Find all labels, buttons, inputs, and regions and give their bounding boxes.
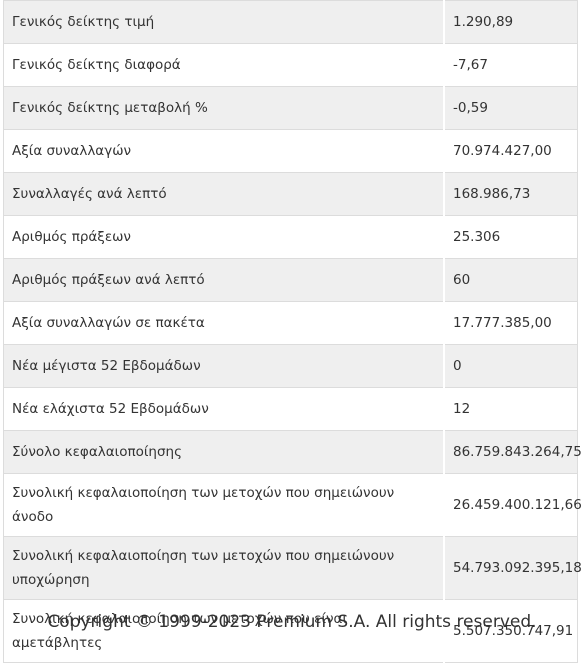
row-value: 17.777.385,00 bbox=[443, 301, 578, 345]
row-label: Νέα ελάχιστα 52 Εβδομάδων bbox=[3, 387, 444, 431]
table-row: Σύνολο κεφαλαιοποίησης 86.759.843.264,75 bbox=[3, 430, 582, 474]
row-label: Συνολική κεφαλαιοποίηση των μετοχών που … bbox=[3, 536, 444, 600]
row-label: Συναλλαγές ανά λεπτό bbox=[3, 172, 444, 216]
row-label: Αριθμός πράξεων bbox=[3, 215, 444, 259]
row-value: 26.459.400.121,66 bbox=[443, 473, 582, 537]
table-row: Αξία συναλλαγών 70.974.427,00 bbox=[3, 129, 578, 173]
table-row: Αξία συναλλαγών σε πακέτα 17.777.385,00 bbox=[3, 301, 578, 345]
row-value: 86.759.843.264,75 bbox=[443, 430, 582, 474]
stats-table: Γενικός δείκτης τιμή 1.290,89 Γενικός δείκ… bbox=[3, 0, 582, 663]
row-value: -0,59 bbox=[443, 86, 578, 130]
row-label: Αριθμός πράξεων ανά λεπτό bbox=[3, 258, 444, 302]
table-row: Γενικός δείκτης μεταβολή % -0,59 bbox=[3, 86, 578, 130]
table-row: Αριθμός πράξεων ανά λεπτό 60 bbox=[3, 258, 578, 302]
row-value: 0 bbox=[443, 344, 578, 388]
table-row: Συναλλαγές ανά λεπτό 168.986,73 bbox=[3, 172, 578, 216]
row-label: Γενικός δείκτης τιμή bbox=[3, 0, 444, 44]
page: Γενικός δείκτης τιμή 1.290,89 Γενικός δείκ… bbox=[3, 0, 582, 663]
row-value: 54.793.092.395,18 bbox=[443, 536, 582, 600]
table-row: Γενικός δείκτης τιμή 1.290,89 bbox=[3, 0, 578, 44]
row-label: Σύνολο κεφαλαιοποίησης bbox=[3, 430, 444, 474]
table-row: Αριθμός πράξεων 25.306 bbox=[3, 215, 578, 259]
copyright: Copyright © 1999-2023 Premium S.A. All r… bbox=[47, 612, 537, 632]
row-value: 25.306 bbox=[443, 215, 578, 259]
stats-panel: Γενικός δείκτης τιμή 1.290,89 Γενικός δείκ… bbox=[3, 0, 582, 663]
row-label: Γενικός δείκτης διαφορά bbox=[3, 43, 444, 87]
table-row: Συνολική κεφαλαιοποίηση των μετοχών που … bbox=[3, 536, 582, 600]
row-label: Αξία συναλλαγών σε πακέτα bbox=[3, 301, 444, 345]
table-row: Νέα μέγιστα 52 Εβδομάδων 0 bbox=[3, 344, 578, 388]
row-label: Συνολική κεφαλαιοποίηση των μετοχών που … bbox=[3, 473, 444, 537]
row-value: 70.974.427,00 bbox=[443, 129, 578, 173]
row-label: Νέα μέγιστα 52 Εβδομάδων bbox=[3, 344, 444, 388]
table-row: Γενικός δείκτης διαφορά -7,67 bbox=[3, 43, 578, 87]
table-body: Γενικός δείκτης τιμή 1.290,89 Γενικός δείκ… bbox=[3, 0, 582, 663]
table-row: Συνολική κεφαλαιοποίηση των μετοχών που … bbox=[3, 473, 582, 537]
row-value: 60 bbox=[443, 258, 578, 302]
row-value: 12 bbox=[443, 387, 578, 431]
row-value: -7,67 bbox=[443, 43, 578, 87]
table-row: Νέα ελάχιστα 52 Εβδομάδων 12 bbox=[3, 387, 578, 431]
row-label: Γενικός δείκτης μεταβολή % bbox=[3, 86, 444, 130]
row-value: 1.290,89 bbox=[443, 0, 578, 44]
row-label: Αξία συναλλαγών bbox=[3, 129, 444, 173]
row-value: 168.986,73 bbox=[443, 172, 578, 216]
